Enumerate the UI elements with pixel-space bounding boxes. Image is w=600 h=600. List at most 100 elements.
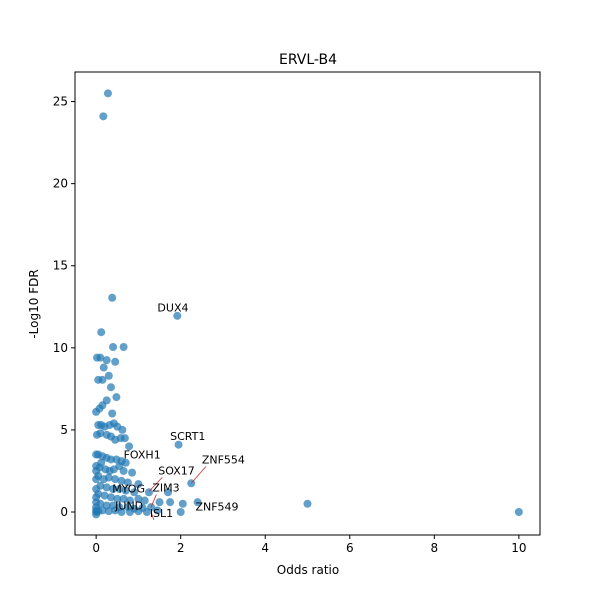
chart-title: ERVL-B4 [279,52,337,68]
x-tick-label: 2 [177,541,185,555]
data-point [103,89,112,98]
x-tick-label: 0 [92,541,100,555]
data-point [119,494,128,503]
annotations-layer: DUX4 SCRT1 ZNF554 FOXH1 SOX17 ZIM3 MYOG JUND ZNF… [112,302,245,521]
data-point [111,475,120,484]
data-point [108,293,117,302]
data-point [153,506,162,515]
data-point [98,375,107,384]
annotation-connector [150,511,155,521]
data-point [92,510,101,519]
data-point [97,328,106,337]
y-tick-label: 25 [53,95,68,109]
x-tick-label: 4 [261,541,269,555]
data-point [134,480,143,489]
data-point [166,498,175,507]
data-point [99,112,108,121]
annotation-connector [148,476,163,492]
data-point [121,486,130,495]
data-point [111,357,120,366]
y-tick-label: 5 [60,423,68,437]
x-axis-ticks: 0 2 4 6 8 10 [92,535,527,555]
data-point [117,508,126,517]
data-point [109,343,118,352]
data-point [96,353,105,362]
data-point [104,507,113,516]
data-point [92,475,101,484]
data-point [104,473,113,482]
data-point [118,425,127,434]
data-point [98,506,107,515]
data-point [112,393,121,402]
data-point [176,508,185,517]
y-axis-ticks: 0 5 10 15 20 25 [53,95,75,519]
annotation-label: MYOG [112,482,145,495]
y-tick-label: 15 [53,259,68,273]
data-point [128,468,137,477]
data-point [142,508,151,517]
data-point [134,507,143,516]
data-point [100,491,109,500]
x-tick-label: 10 [511,541,526,555]
annotation-label: SCRT1 [170,430,205,443]
annotation-label: ZNF549 [195,500,238,513]
data-point [193,498,202,507]
x-tick-label: 6 [346,541,354,555]
data-point [109,465,118,474]
data-point [106,383,115,392]
annotation-label: SOX17 [158,464,194,477]
data-point [178,499,187,508]
data-point [92,450,101,459]
data-point [121,458,130,467]
data-point [123,478,132,487]
annotation-connector [190,466,207,484]
data-point [514,508,523,517]
data-point [155,498,164,507]
data-point [104,371,113,380]
data-point [92,407,101,416]
x-tick-label: 8 [430,541,438,555]
data-point [303,499,312,508]
data-point [92,430,101,439]
data-point [134,494,143,503]
data-point [99,363,108,372]
data-point [125,508,134,517]
data-point [119,466,128,475]
data-point [130,488,139,497]
data-point [106,455,115,464]
y-axis-label: -Log10 FDR [27,269,41,338]
data-point [125,442,134,451]
annotation-label: DUX4 [157,302,188,315]
annotation-label: FOXH1 [124,449,161,462]
y-tick-label: 20 [53,177,68,191]
y-tick-label: 10 [53,341,68,355]
data-point [109,485,118,494]
annotation-label: ZIM3 [152,481,179,494]
data-point [125,496,134,505]
annotation-connector [150,494,157,508]
plot-area-frame [74,71,541,536]
annotation-label: JUND [114,500,143,513]
y-tick-label: 0 [60,505,68,519]
data-point [113,494,122,503]
data-point [173,311,182,320]
data-point [106,493,115,502]
data-point [164,488,172,497]
data-point [119,343,128,352]
data-point [108,409,117,418]
data-point [144,488,153,497]
data-point [102,356,111,365]
data-point [117,476,126,485]
data-point [120,434,129,443]
data-point [111,506,120,515]
annotation-label: ISL1 [150,507,173,520]
data-point [102,483,111,492]
data-point [115,485,124,494]
annotation-label: ZNF554 [202,454,245,467]
data-point [140,496,149,505]
data-point [174,440,183,449]
x-axis-label: Odds ratio [277,563,339,577]
points-layer [92,89,523,519]
